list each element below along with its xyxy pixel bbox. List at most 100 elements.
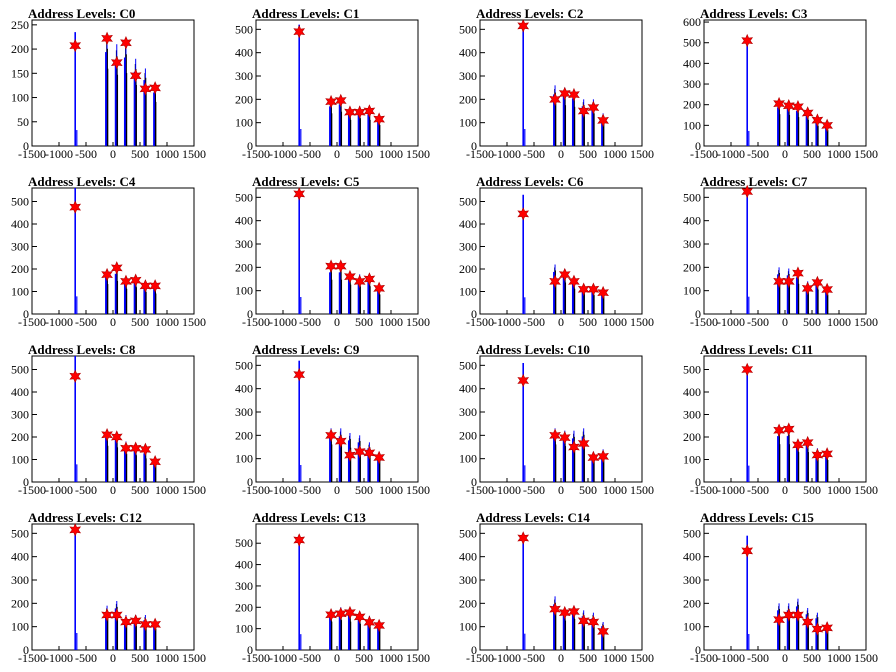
y-tick-label: 0 [695,307,701,321]
panel-title: Address Levels: C0 [28,6,135,21]
histogram-panel-c5: Address Levels: C50100200300400500-1500-… [235,174,430,329]
peak-marker [101,428,113,442]
y-tick-label: 200 [235,260,253,274]
plot-frame [255,355,419,483]
y-tick-label: 0 [471,643,477,657]
y-tick-label: 400 [683,214,701,228]
peak-marker [558,267,571,282]
peak-marker [344,269,356,284]
x-tick-label: -500 [75,651,97,665]
panel-title: Address Levels: C11 [700,342,813,357]
x-tick-label: -500 [747,147,769,161]
y-tick-label: 400 [235,382,253,396]
peak-marker [334,259,347,273]
plot-frame [703,355,867,483]
peak-marker [549,92,561,107]
y-tick-label: 50 [17,115,29,129]
y-tick-label: 0 [471,139,477,153]
peak-marker [69,369,82,383]
peak-marker [69,523,82,537]
peak-marker [293,187,306,201]
peak-marker [344,605,356,620]
x-tick-label: 1500 [854,483,878,497]
peak-marker [821,447,833,461]
peak-marker [741,544,754,558]
plot-frame [31,523,195,651]
x-tick-label: -500 [75,147,97,161]
plot-frame [255,19,419,147]
x-tick-label: 1000 [155,651,179,665]
y-tick-label: 200 [683,596,701,610]
peak-marker [568,440,580,454]
x-tick-label: -500 [747,483,769,497]
y-tick-label: 400 [235,46,253,60]
peak-marker [120,615,132,629]
histogram-panel-c9: Address Levels: C90100200300400500-1500-… [235,342,430,497]
peak-marker [821,621,833,635]
x-tick-label: 500 [803,651,821,665]
y-tick-label: 400 [459,217,477,231]
y-tick-label: 500 [11,526,29,540]
x-tick-label: 1000 [827,651,851,665]
peak-marker [363,272,376,286]
peak-marker [293,24,306,39]
x-tick-label: 0 [782,651,788,665]
y-tick-label: 0 [23,139,29,153]
y-tick-label: 100 [683,620,701,634]
histogram-panel-c12: Address Levels: C12 0 100 200 300 400 500 -1500… [11,510,206,665]
x-tick-label: 1500 [406,483,430,497]
y-tick-label: 200 [235,428,253,442]
y-tick-label: 500 [459,526,477,540]
y-tick-label: 500 [11,363,29,377]
peak-marker [139,82,152,96]
x-tick-label: 1000 [827,147,851,161]
panel-title: Address Levels: C5 [252,174,360,189]
peak-marker [597,113,609,128]
y-tick-label: 200 [459,428,477,442]
peak-marker [325,94,337,109]
peak-marker [363,446,376,460]
y-tick-label: 100 [11,620,29,634]
y-tick-label: 300 [235,405,253,419]
y-tick-label: 200 [683,260,701,274]
x-tick-label: -500 [523,315,545,329]
y-tick-label: 400 [683,56,701,70]
x-tick-label: -500 [523,651,545,665]
peak-marker [741,362,754,377]
peak-marker [549,602,561,616]
peak-marker [325,428,337,443]
y-tick-label: 400 [683,550,701,564]
y-tick-label: 300 [459,240,477,254]
x-tick-label: -1000 [269,147,297,161]
peak-marker [373,112,385,126]
y-tick-label: 300 [459,69,477,83]
x-tick-label: 1500 [182,147,206,161]
x-tick-label: -1500 [18,651,46,665]
y-tick-label: 300 [11,573,29,587]
x-tick-label: 1000 [603,147,627,161]
y-tick-label: 100 [459,452,477,466]
y-tick-label: 0 [247,307,253,321]
y-tick-label: 400 [11,385,29,399]
y-tick-label: 100 [683,453,701,467]
peak-marker [149,455,161,469]
panel-title: Address Levels: C4 [28,174,136,189]
x-tick-label: 1500 [406,147,430,161]
y-tick-label: 400 [235,214,253,228]
peak-marker [363,615,376,629]
x-tick-label: 500 [355,147,373,161]
x-tick-label: 500 [579,483,597,497]
x-tick-label: -1500 [690,483,718,497]
plot-frame [479,19,643,147]
y-tick-label: 200 [11,596,29,610]
peak-marker [568,274,580,289]
peak-marker [517,19,530,33]
plot-frame [31,19,195,147]
x-tick-label: -1500 [690,315,718,329]
x-tick-label: -1000 [717,147,745,161]
peak-marker [782,274,795,289]
peak-marker [577,614,590,628]
x-tick-label: -1500 [466,147,494,161]
peak-marker [597,624,609,639]
y-tick-label: 300 [683,237,701,251]
